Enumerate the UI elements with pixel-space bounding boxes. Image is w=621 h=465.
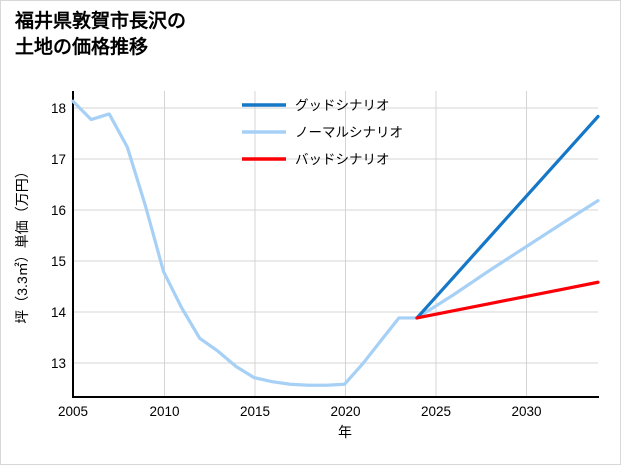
x-tick-label: 2020	[330, 404, 360, 419]
y-tick-label: 17	[51, 152, 66, 167]
y-tick-label: 13	[51, 356, 66, 371]
y-axis-title: 坪（3.3㎡）単価（万円）	[14, 164, 30, 323]
x-tick-label: 2015	[240, 404, 270, 419]
y-tick-label: 16	[51, 203, 66, 218]
y-tick-label: 15	[51, 254, 66, 269]
series-line-normal	[71, 99, 600, 387]
x-tick-label: 2025	[421, 404, 451, 419]
legend-label-normal: ノーマルシナリオ	[295, 125, 403, 140]
x-tick-label: 2005	[58, 404, 88, 419]
series-line-good	[415, 114, 600, 320]
x-tick-label: 2030	[511, 404, 541, 419]
chart-title: 福井県敦賀市長沢の 土地の価格推移	[15, 11, 187, 58]
horizontal-gridlines	[73, 107, 598, 364]
chart-legend: グッドシナリオ ノーマルシナリオ バッドシナリオ	[242, 98, 403, 167]
x-axis-title: 年	[338, 424, 352, 440]
legend-label-bad: バッドシナリオ	[295, 152, 390, 167]
data-series-group	[71, 99, 600, 387]
x-tick-labels: 2005 2010 2015 2020 2025 2030	[58, 404, 542, 419]
series-line-bad	[415, 280, 600, 320]
legend-label-good: グッドシナリオ	[295, 98, 390, 113]
y-tick-labels: 18 17 16 15 14 13	[51, 101, 67, 371]
x-tick-label: 2010	[149, 404, 179, 419]
y-tick-label: 18	[51, 101, 66, 116]
y-tick-label: 14	[51, 305, 67, 320]
